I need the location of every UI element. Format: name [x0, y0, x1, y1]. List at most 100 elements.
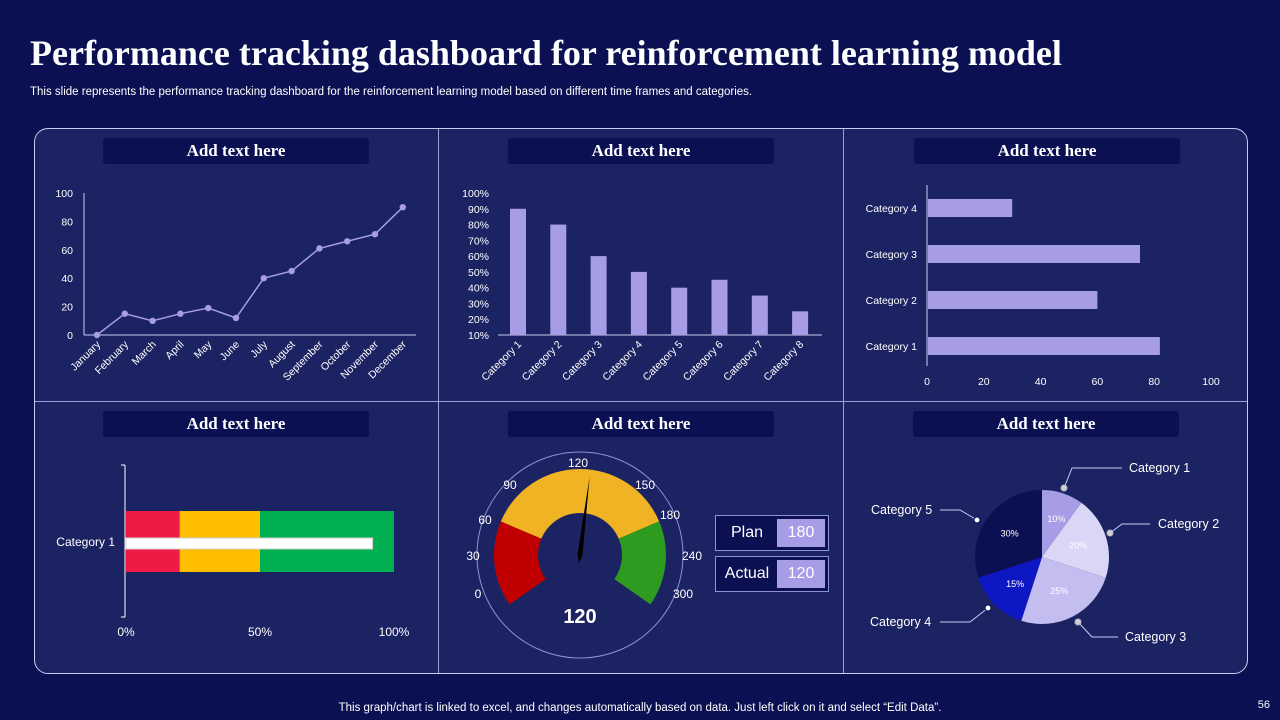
legend-label: Category 4	[870, 615, 931, 629]
gauge-tick-label: 300	[673, 587, 693, 601]
gauge-segment	[494, 521, 546, 605]
y-tick-label: Category 3	[866, 249, 918, 261]
x-tick-label: 0	[924, 376, 930, 388]
x-tick-label: Category 1	[479, 339, 524, 384]
x-tick-label: 80	[1148, 376, 1160, 388]
callout-line	[1109, 523, 1150, 534]
x-tick-label: March	[130, 339, 159, 368]
x-tick-label: Category 8	[761, 339, 806, 384]
x-tick-label: 60	[1092, 376, 1104, 388]
bar	[928, 199, 1013, 217]
y-tick-label: 100	[55, 188, 73, 200]
y-tick-label: 50%	[468, 267, 489, 279]
plan-box: Plan 180	[715, 515, 829, 551]
data-point	[205, 304, 212, 312]
data-point	[260, 275, 267, 282]
x-tick-label: July	[248, 338, 270, 360]
callout-dot	[984, 604, 992, 612]
data-point	[316, 245, 323, 252]
y-tick-label: 80%	[468, 220, 489, 232]
gauge-needle	[577, 476, 590, 563]
bar	[550, 224, 567, 335]
y-tick-label: 40%	[468, 283, 489, 295]
data-point	[371, 230, 379, 238]
bar	[510, 208, 526, 335]
x-tick-label: Category 6	[681, 339, 726, 384]
bar	[928, 337, 1160, 355]
gauge-tick-label: 90	[503, 478, 517, 492]
measure-bar	[125, 537, 374, 550]
x-tick-label: June	[218, 339, 243, 364]
divider	[35, 401, 1247, 402]
panel-label[interactable]: Add text here	[914, 138, 1180, 164]
data-point	[232, 314, 240, 322]
gauge-tick-label: 120	[568, 456, 588, 470]
gauge-tick-label: 180	[660, 508, 680, 522]
x-tick-label: 0%	[117, 625, 135, 639]
gauge-tick-label: 60	[478, 513, 492, 527]
x-tick-label: 100	[1202, 376, 1220, 388]
slide-subtitle: This slide represents the performance tr…	[30, 86, 753, 98]
panel-label[interactable]: Add text here	[103, 411, 369, 437]
data-point	[288, 267, 295, 275]
x-tick-label: May	[192, 338, 215, 361]
y-tick-label: 20	[61, 302, 73, 314]
y-tick-label: 60%	[468, 251, 489, 263]
panel-label[interactable]: Add text here	[103, 138, 369, 164]
bar	[630, 271, 647, 335]
y-tick-label: Category 4	[866, 203, 918, 215]
x-tick-label: Category 2	[520, 339, 565, 384]
legend-label: Category 1	[1129, 461, 1190, 475]
legend-label: Category 5	[871, 503, 932, 517]
gauge-segment	[500, 469, 660, 539]
x-tick-label: 50%	[248, 625, 272, 639]
slice-value-label: 30%	[1001, 528, 1019, 538]
y-tick-label: 60	[61, 245, 73, 257]
slice-value-label: 15%	[1006, 579, 1024, 589]
gauge-tick-label: 0	[475, 587, 482, 601]
pie-slice	[1042, 502, 1110, 578]
plan-label: Plan	[730, 524, 764, 541]
gauge-tick-label: 30	[466, 549, 480, 563]
x-tick-label: April	[163, 339, 186, 362]
legend-label: Category 2	[1158, 517, 1219, 531]
legend-label: Category 3	[1125, 630, 1186, 644]
y-tick-label: Category 1	[866, 341, 918, 353]
page-number: 56	[1257, 699, 1270, 711]
x-tick-label: Category 4	[600, 339, 645, 384]
x-tick-label: 40	[1035, 376, 1047, 388]
bar	[928, 245, 1140, 263]
bar	[751, 295, 768, 335]
gauge-value: 120	[563, 606, 596, 628]
bar	[928, 291, 1098, 309]
actual-box: Actual 120	[715, 556, 829, 592]
y-tick-label: 80	[61, 216, 73, 228]
data-point	[177, 310, 184, 317]
pie-slice	[975, 490, 1042, 578]
callout-line	[940, 509, 978, 521]
y-tick-label: 70%	[468, 235, 489, 247]
callout-dot	[973, 516, 981, 524]
panel-label[interactable]: Add text here	[508, 138, 774, 164]
data-point	[149, 317, 156, 324]
y-tick-label: 40	[61, 273, 73, 285]
y-tick-label: 30%	[468, 298, 489, 310]
category-label: Category 1	[56, 535, 115, 549]
panel-label[interactable]: Add text here	[913, 411, 1179, 437]
x-tick-label: Category 3	[560, 339, 605, 384]
data-point	[121, 310, 128, 317]
gauge-tick-label: 150	[635, 478, 655, 492]
y-tick-label: 20%	[468, 314, 489, 326]
y-tick-label: 100%	[462, 188, 489, 200]
pie-slice	[978, 557, 1042, 621]
data-point	[93, 331, 101, 339]
callout-dot	[1106, 529, 1114, 537]
panel-label[interactable]: Add text here	[508, 411, 774, 437]
callout-line	[1063, 467, 1122, 489]
bar	[792, 311, 809, 335]
x-tick-label: 20	[978, 376, 990, 388]
callout-dot	[1074, 618, 1082, 626]
footer-note: This graph/chart is linked to excel, and…	[338, 702, 942, 714]
actual-value: 120	[777, 560, 825, 588]
actual-label: Actual	[724, 565, 770, 582]
